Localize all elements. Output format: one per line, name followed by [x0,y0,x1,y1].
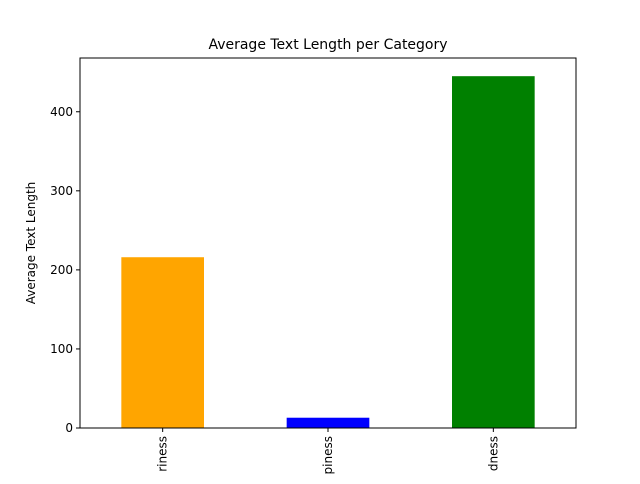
x-axis: riness piness dness [156,428,500,474]
chart-title: Average Text Length per Category [208,37,447,53]
y-tick-label: 100 [50,342,73,356]
bar-dness [452,76,535,428]
bar-piness [286,417,370,428]
y-axis-label: Average Text Length [24,182,38,305]
x-tick-label: piness [321,436,335,474]
y-axis: 0 100 200 300 400 [50,105,80,435]
y-tick-label: 300 [50,184,73,198]
y-tick-label: 200 [50,263,73,277]
y-tick-label: 400 [50,105,73,119]
x-tick-label: dness [486,436,500,471]
x-tick-label: riness [156,436,170,472]
bars [121,76,535,428]
y-tick-label: 0 [65,421,73,435]
bar-riness [121,257,204,428]
